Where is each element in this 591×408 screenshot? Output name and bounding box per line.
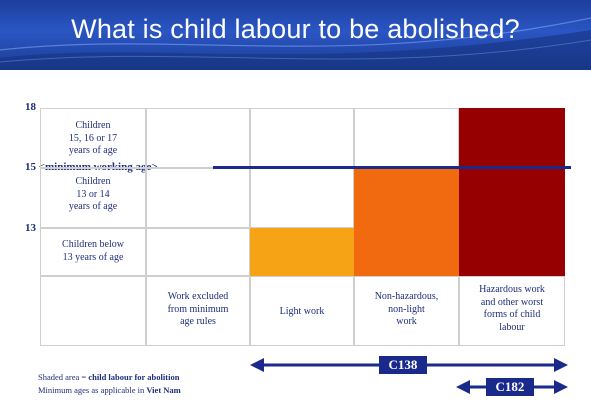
cell-r0-c0 bbox=[146, 108, 250, 168]
c182-label: C182 bbox=[486, 378, 534, 396]
column-header-hazardous bbox=[459, 276, 565, 346]
column-label-light-work: Light work bbox=[279, 306, 325, 317]
row-header-13-14 bbox=[40, 168, 146, 228]
row-label-15-17: Children 15, 16 or 17 years of age bbox=[68, 120, 118, 156]
title-banner: What is child labour to be abolished? bbox=[0, 0, 591, 70]
empty-corner-cell bbox=[40, 276, 146, 346]
row-label-below-13: Children below 13 years of age bbox=[62, 239, 124, 263]
cell-r2-c0 bbox=[146, 228, 250, 276]
column-header-non-hazardous bbox=[354, 276, 459, 346]
row-header-below-13 bbox=[40, 228, 146, 276]
axis-label-13: 13 bbox=[25, 222, 36, 234]
column-label-excluded: Work excluded from minimum age rules bbox=[167, 291, 229, 327]
c138-label: C138 bbox=[379, 356, 427, 374]
column-header-excluded bbox=[146, 276, 250, 346]
minimum-working-age-line bbox=[213, 166, 571, 169]
shaded-nonhazardous-below-13 bbox=[354, 228, 459, 276]
shaded-nonhazardous-13-14 bbox=[354, 168, 459, 228]
shaded-hazardous-below-13 bbox=[459, 228, 565, 276]
note-minimum-ages: Minimum ages as applicable in Viet Nam bbox=[38, 385, 181, 395]
cell-r1-c0 bbox=[146, 168, 250, 228]
column-header-light-work bbox=[250, 276, 354, 346]
note-shaded-area: Shaded area = child labour for abolition bbox=[38, 372, 180, 382]
page-title: What is child labour to be abolished? bbox=[71, 14, 520, 44]
wave-decoration bbox=[0, 17, 591, 70]
row-header-15-17 bbox=[40, 108, 146, 168]
column-label-non-hazardous: Non-hazardous, non-light work bbox=[374, 291, 439, 327]
column-label-hazardous: Hazardous work and other worst forms of ch… bbox=[479, 284, 545, 333]
axis-label-18: 18 bbox=[25, 101, 36, 113]
shaded-light-work-below-13 bbox=[250, 228, 354, 276]
row-label-13-14: Children 13 or 14 years of age bbox=[68, 176, 118, 212]
